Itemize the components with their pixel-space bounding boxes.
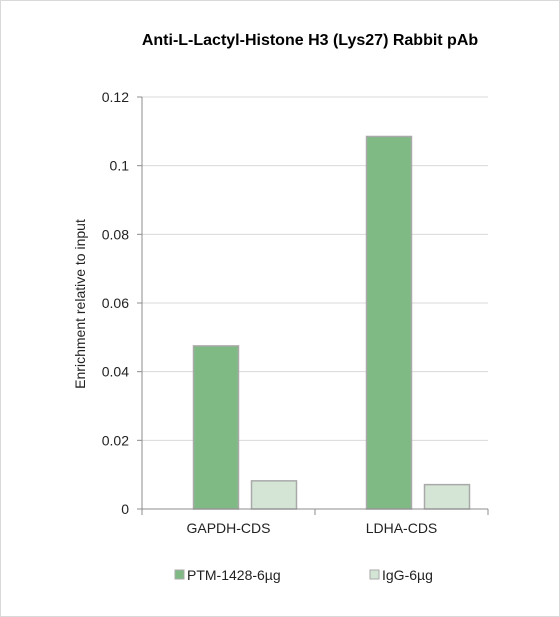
legend-swatch — [369, 569, 380, 580]
bar — [192, 345, 240, 510]
legend-label: PTM-1428-6µg — [187, 567, 281, 583]
legend: PTM-1428-6µg IgG-6µg — [174, 567, 433, 583]
bar — [250, 480, 298, 510]
y-tick-label: 0.06 — [102, 295, 129, 311]
x-axis: GAPDH-CDS LDHA-CDS — [141, 508, 489, 536]
legend-swatch — [174, 569, 185, 580]
bar — [365, 135, 413, 510]
y-axis-label: Enrichment relative to input — [72, 219, 88, 389]
chart-title: Anti-L-Lactyl-Histone H3 (Lys27) Rabbit … — [141, 32, 479, 49]
bar — [423, 483, 471, 510]
y-tick-label: 0.02 — [102, 432, 129, 448]
x-tick-label: LDHA-CDS — [366, 520, 438, 536]
legend-label: IgG-6µg — [382, 567, 433, 583]
x-tick-label: GAPDH-CDS — [186, 520, 270, 536]
y-tick-label: 0.04 — [102, 364, 129, 380]
y-tick-label: 0 — [121, 501, 129, 517]
bars — [192, 135, 471, 510]
y-tick-label: 0.1 — [110, 158, 130, 174]
y-tick-label: 0.08 — [102, 226, 129, 242]
y-tick-label: 0.12 — [102, 89, 129, 105]
y-axis: 0 0.02 0.04 0.06 0.08 0.1 0.12 — [102, 89, 143, 517]
